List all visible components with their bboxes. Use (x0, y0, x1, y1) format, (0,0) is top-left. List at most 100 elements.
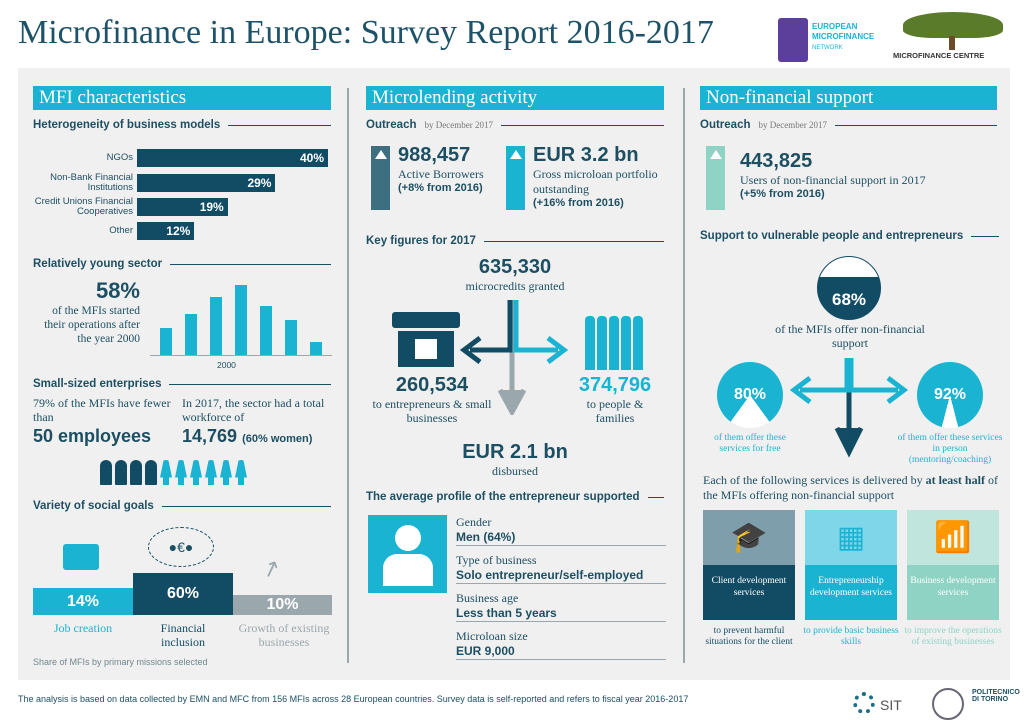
young-bar (185, 314, 197, 355)
subheading-support: Support to vulnerable people and entrepr… (700, 230, 1000, 242)
page-title: Microfinance in Europe: Survey Report 20… (18, 14, 714, 51)
service-box: Business development services (907, 565, 999, 620)
flow-arrows-icon (459, 300, 569, 415)
in-person-pie: 92% (917, 362, 983, 428)
family-icon (585, 316, 643, 370)
goal-label-inclusion: Financial inclusion (160, 621, 206, 649)
service-desc: to provide basic business skills (803, 626, 899, 647)
subheading-small: Small-sized enterprises (33, 378, 331, 390)
young-pct: 58% (95, 278, 140, 303)
users-value: 443,825 (740, 150, 813, 172)
mfc-logo: MICROFINANCE CENTRE (893, 12, 1013, 62)
subheading-outreach: Outreach by December 2017 (366, 119, 664, 131)
support-arrows-icon (789, 358, 909, 458)
goal-bar-inclusion: 60% (133, 573, 233, 615)
subheading-profile: The average profile of the entrepreneur … (366, 491, 664, 503)
man-icon (145, 460, 157, 485)
service-box: Entrepreneurship development services (805, 565, 897, 620)
man-icon (130, 460, 142, 485)
service-box: Client development services (703, 565, 795, 620)
subheading-outreach-nf: Outreach by December 2017 (700, 119, 997, 131)
young-text: of the MFIs started their operations aft… (44, 305, 140, 345)
subheading-goals: Variety of social goals (33, 500, 331, 512)
polito-seal (932, 688, 964, 720)
portfolio-label: Gross microloan portfolio outstanding (533, 167, 658, 196)
young-tick-label: 2000 (217, 360, 236, 370)
woman-icon (205, 460, 217, 485)
borrowers-value: 988,457 (398, 144, 471, 166)
disbursed-value: EUR 2.1 bn (462, 441, 568, 463)
goal-bar-growth: 10% (233, 595, 332, 615)
subheading-key: Key figures for 2017 (366, 235, 664, 247)
families-value: 374,796 (578, 374, 652, 396)
model-bar: 40% (137, 149, 328, 167)
briefcase-icon (63, 544, 99, 570)
services-intro: Each of the following services is delive… (703, 473, 998, 502)
graduation-cap-icon: 🎓 (703, 510, 795, 565)
young-bar (285, 319, 297, 355)
profile-key: Gender (456, 515, 492, 529)
store-icon (392, 312, 460, 370)
sit-logo-text: SIT (880, 697, 902, 713)
entrepreneur-avatar-icon (368, 515, 447, 593)
man-icon (100, 460, 112, 485)
small-text-2: In 2017, the sector had a total workforc… (182, 396, 325, 424)
goal-label-job: Job creation (53, 621, 113, 635)
polito-logo: POLITECNICO DI TORINO (972, 689, 1020, 703)
calculator-icon: ▦ (805, 510, 897, 565)
entrepreneurs-value: 260,534 (395, 374, 469, 396)
borrowers-change: (+8% from 2016) (398, 182, 483, 194)
divider (683, 88, 685, 663)
portfolio-value: EUR 3.2 bn (533, 144, 639, 166)
small-text-1: 79% of the MFIs have fewer than (33, 396, 171, 424)
offer-label: of the MFIs offer non-financial support (770, 322, 930, 350)
profile-value: EUR 9,000 (456, 644, 666, 660)
model-bar: 19% (137, 198, 228, 216)
model-label: NGOs (106, 152, 133, 163)
workforce-value: 14,769 (60% women) (182, 426, 313, 446)
small-big-1: 50 employees (33, 426, 152, 446)
granted-label: microcredits granted (465, 279, 565, 293)
young-bar (210, 297, 222, 355)
users-label: Users of non-financial support in 2017 (740, 173, 926, 187)
section-header-microlending: Microlending activity (366, 86, 664, 110)
free-pie: 80% (717, 362, 783, 428)
users-icon (706, 146, 725, 210)
footer-note: The analysis is based on data collected … (18, 694, 689, 704)
subheading-young: Relatively young sector (33, 258, 331, 270)
man-icon (115, 460, 127, 485)
service-desc: to improve the operations of existing bu… (904, 626, 1002, 647)
goals-caption: Share of MFIs by primary missions select… (33, 657, 208, 667)
young-bar (160, 327, 172, 355)
disbursed-label: disbursed (492, 464, 538, 478)
profile-value: Less than 5 years (456, 606, 666, 622)
model-bar: 12% (137, 222, 195, 240)
profile-value: Men (64%) (456, 530, 666, 546)
model-label: Other (109, 225, 133, 236)
growth-chart-icon: 📶 (907, 510, 999, 565)
emn-logo: EUROPEAN MICROFINANCE NETWORK (778, 6, 888, 64)
small-block-2: In 2017, the sector had a total workforc… (182, 396, 334, 447)
small-block-1: 79% of the MFIs have fewer than 50 emplo… (33, 396, 175, 447)
goal-bar-job: 14% (33, 588, 133, 615)
woman-icon (160, 460, 172, 485)
woman-icon (235, 460, 247, 485)
young-bar (260, 306, 272, 355)
offer-pie: 68% (817, 256, 881, 320)
model-bar: 29% (137, 174, 276, 192)
money-people-icon: ●€● (148, 527, 214, 567)
young-bar (235, 285, 247, 355)
woman-icon (175, 460, 187, 485)
profile-value: Solo entrepreneur/self-employed (456, 568, 666, 584)
entrepreneurs-label: to entrepreneurs & small businesses (372, 397, 492, 425)
section-header-nonfinancial: Non-financial support (700, 86, 997, 110)
portfolio-icon (506, 146, 525, 210)
borrowers-label: Active Borrowers (398, 167, 484, 181)
profile-key: Microloan size (456, 629, 528, 643)
woman-icon (190, 460, 202, 485)
free-label: of them offer these services for free (714, 433, 786, 454)
families-label: to people & families (586, 397, 644, 425)
users-change: (+5% from 2016) (740, 188, 825, 200)
service-desc: to prevent harmful situations for the cl… (705, 626, 793, 647)
people-icons (100, 460, 247, 485)
